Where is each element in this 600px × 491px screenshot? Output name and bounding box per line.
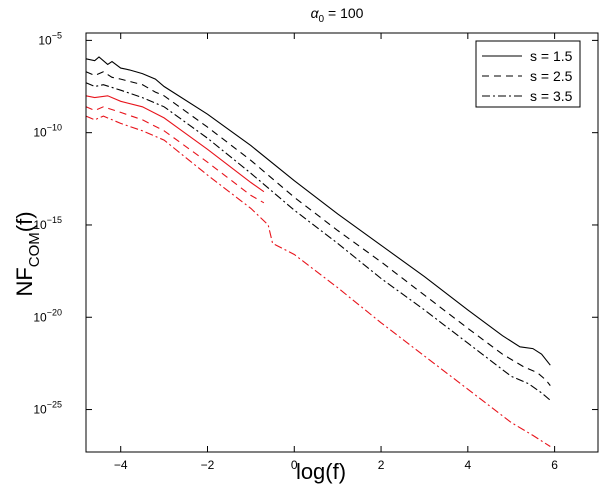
x-tick-label: −4 bbox=[114, 458, 128, 472]
axis-ticks: −4 −2 0 2 4 6 10−5 10−10 10−15 10−20 10−25 bbox=[33, 30, 598, 472]
legend-label: s = 2.5 bbox=[530, 68, 573, 84]
x-tick-label: −2 bbox=[201, 458, 215, 472]
y-tick-label: 10−10 bbox=[33, 123, 62, 140]
y-tick-label: 10−15 bbox=[33, 215, 62, 232]
y-tick-label: 10−25 bbox=[33, 400, 62, 417]
legend-label: s = 1.5 bbox=[530, 48, 573, 64]
series-lines bbox=[85, 56, 551, 447]
legend: s = 1.5 s = 2.5 s = 3.5 bbox=[475, 40, 581, 108]
series-line-2 bbox=[85, 82, 551, 401]
series-line-1 bbox=[85, 71, 551, 386]
x-tick-label: 4 bbox=[464, 458, 471, 472]
y-axis-label: NFCOM(f) bbox=[12, 211, 43, 296]
legend-label: s = 3.5 bbox=[530, 88, 573, 104]
x-tick-label: 2 bbox=[378, 458, 385, 472]
series-line-5 bbox=[85, 115, 551, 447]
plot-frame bbox=[85, 32, 599, 453]
chart-title: α0 = 100 bbox=[311, 5, 364, 25]
y-tick-label: 10−5 bbox=[38, 30, 62, 47]
y-tick-label: 10−20 bbox=[33, 307, 62, 324]
x-tick-label: 0 bbox=[291, 458, 298, 472]
x-tick-label: 6 bbox=[551, 458, 558, 472]
series-line-3 bbox=[85, 95, 265, 193]
x-axis-label: log(f) bbox=[296, 459, 346, 484]
series-line-0 bbox=[85, 56, 551, 366]
series-line-4 bbox=[85, 106, 265, 204]
